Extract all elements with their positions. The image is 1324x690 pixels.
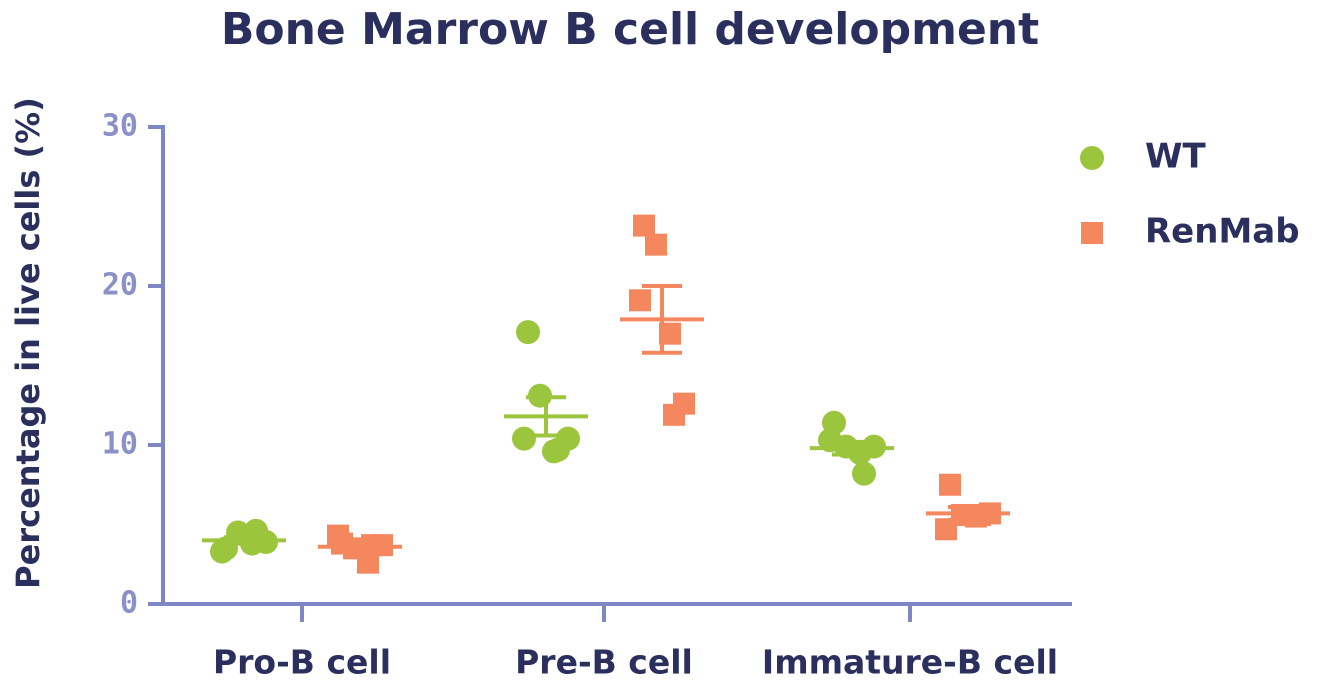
y-tick-label: 0 [120,586,138,621]
data-point [629,289,651,312]
legend-label: WT [1145,137,1207,177]
y-axis-label: Percentage in live cells (%) [9,97,47,589]
data-point [852,461,876,486]
x-tick-label: Immature-B cell [762,643,1058,682]
y-tick-label: 10 [102,427,138,462]
legend-marker [1081,222,1103,244]
data-point [645,233,667,256]
data-point [935,518,957,541]
data-point [327,524,349,547]
data-point [659,322,681,345]
x-tick-label: Pre-B cell [515,643,693,682]
y-tick-label: 30 [102,109,138,144]
y-tick-label: 20 [102,268,138,303]
x-tick-label: Pro-B cell [213,643,391,682]
data-point [556,426,580,451]
data-point [512,426,536,451]
data-point [633,214,655,237]
data-point [673,392,695,415]
chart-title: Bone Marrow B cell development [221,4,1039,55]
data-point [939,473,961,496]
data-point [516,320,540,345]
legend-marker [1080,146,1104,170]
data-point [357,551,379,574]
legend-label: RenMab [1145,212,1300,252]
